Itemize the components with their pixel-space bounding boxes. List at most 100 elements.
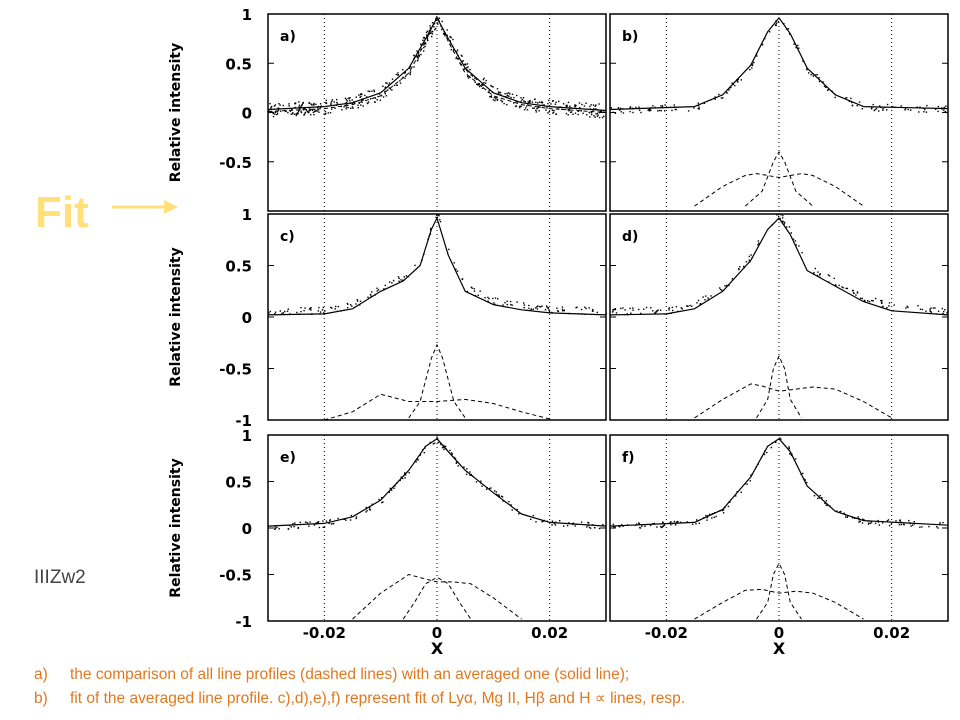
- data-point: [845, 514, 847, 516]
- data-point: [695, 523, 697, 525]
- data-point: [624, 313, 626, 316]
- data-point: [404, 474, 407, 476]
- data-point: [414, 56, 416, 58]
- data-point: [397, 276, 400, 278]
- data-point: [550, 103, 552, 105]
- data-point: [490, 487, 492, 489]
- data-point: [615, 312, 618, 314]
- data-point: [543, 104, 545, 106]
- data-point: [374, 97, 377, 99]
- data-point: [308, 108, 311, 110]
- data-point: [435, 19, 438, 21]
- x-tick-label: 0: [774, 624, 784, 642]
- data-point: [904, 108, 907, 110]
- data-point: [622, 108, 624, 110]
- data-point: [501, 496, 504, 498]
- data-point: [529, 101, 531, 103]
- data-point: [358, 94, 360, 96]
- y-tick-label: -0.5: [219, 567, 252, 585]
- data-point: [872, 300, 874, 302]
- panel-b: b): [609, 13, 949, 212]
- data-point: [581, 103, 583, 106]
- data-point: [521, 98, 524, 101]
- panel-f: -0.02 0 0.02 Xf): [609, 434, 949, 658]
- data-point: [420, 43, 422, 45]
- data-point: [738, 268, 740, 270]
- data-point: [579, 107, 581, 109]
- data-point: [436, 437, 439, 440]
- data-point: [798, 47, 800, 49]
- data-point: [788, 449, 790, 452]
- data-point: [417, 51, 420, 54]
- data-point: [465, 473, 468, 476]
- data-point: [929, 310, 932, 313]
- data-point: [374, 101, 376, 103]
- data-point: [346, 100, 349, 102]
- data-point: [347, 106, 349, 109]
- data-point: [349, 100, 351, 102]
- data-point: [476, 83, 478, 86]
- data-point: [513, 102, 515, 104]
- data-point: [369, 509, 372, 511]
- data-point: [740, 79, 742, 81]
- data-point: [829, 505, 831, 507]
- data-point: [557, 310, 559, 312]
- data-point: [300, 111, 303, 114]
- data-point: [565, 112, 568, 115]
- data-point: [674, 108, 676, 111]
- data-point: [882, 108, 884, 110]
- data-point: [548, 99, 550, 102]
- data-point: [583, 105, 586, 107]
- data-point: [769, 31, 771, 33]
- data-point: [757, 463, 759, 465]
- data-point: [466, 290, 469, 293]
- data-point: [423, 42, 425, 44]
- data-point: [367, 90, 369, 92]
- data-point: [470, 286, 473, 288]
- panel-label: e): [280, 450, 296, 466]
- data-point: [945, 105, 947, 107]
- data-point: [532, 107, 534, 109]
- data-point: [459, 62, 461, 64]
- data-point: [619, 107, 622, 109]
- data-point: [357, 107, 359, 109]
- data-point: [535, 109, 537, 111]
- data-point: [946, 312, 948, 314]
- data-point: [566, 524, 569, 527]
- data-point: [536, 107, 538, 110]
- data-point: [362, 105, 364, 107]
- data-point: [384, 93, 386, 95]
- data-point: [818, 274, 821, 276]
- data-point: [330, 306, 332, 309]
- data-point: [441, 28, 443, 31]
- data-point: [675, 108, 677, 111]
- data-point: [409, 66, 412, 68]
- data-point: [851, 104, 854, 106]
- data-point: [554, 524, 557, 526]
- data-point: [520, 105, 522, 107]
- data-point: [494, 297, 497, 299]
- data-point: [286, 310, 289, 312]
- data-point: [908, 522, 911, 524]
- data-point: [481, 485, 483, 487]
- data-point: [457, 54, 459, 57]
- data-point: [905, 307, 907, 309]
- data-point: [506, 92, 508, 95]
- data-point: [788, 226, 791, 228]
- data-point: [327, 112, 329, 114]
- data-point: [556, 307, 558, 309]
- data-point: [474, 295, 477, 297]
- data-point: [724, 285, 726, 287]
- data-point: [587, 521, 589, 524]
- data-point: [516, 301, 518, 303]
- data-point: [586, 114, 588, 116]
- data-point: [800, 473, 802, 475]
- data-point: [435, 216, 437, 219]
- data-point: [300, 110, 302, 112]
- data-point: [822, 81, 824, 83]
- data-point: [874, 522, 877, 525]
- y-axis-label: Relative intensity: [168, 247, 184, 386]
- data-point: [494, 490, 496, 492]
- data-point: [570, 111, 573, 113]
- data-point: [654, 312, 656, 314]
